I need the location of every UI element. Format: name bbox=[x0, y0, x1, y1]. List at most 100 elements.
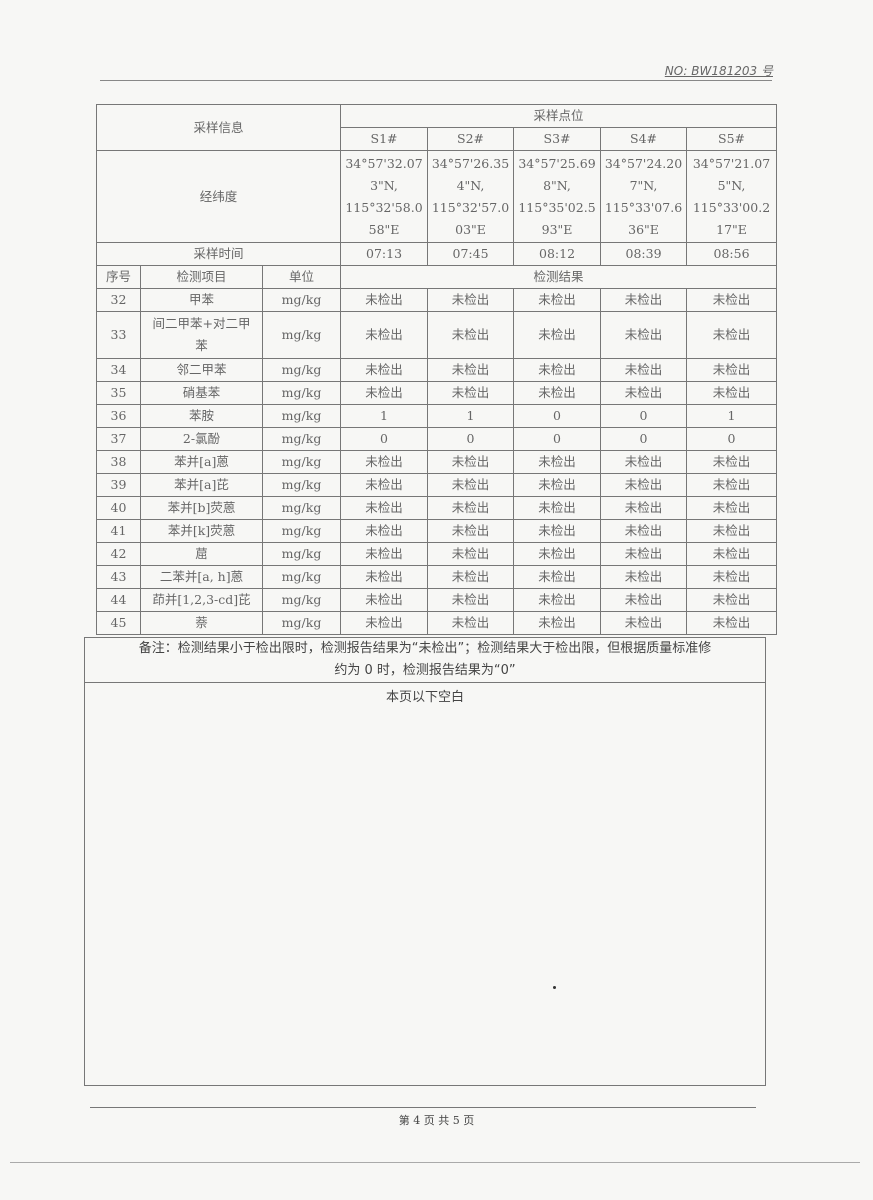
row-unit: mg/kg bbox=[261, 542, 342, 566]
table-row: 41 苯并[k]荧蒽 mg/kg 未检出 未检出 未检出 未检出 未检出 bbox=[96, 519, 778, 543]
row-item: 硝基苯 bbox=[140, 381, 263, 405]
row-no: 35 bbox=[96, 381, 141, 405]
row-result: 未检出 bbox=[340, 565, 429, 589]
row-no: 39 bbox=[96, 473, 141, 497]
coord-line: 115°32'58.0 bbox=[345, 199, 423, 215]
col-result: 检测结果 bbox=[340, 265, 778, 289]
row-result: 未检出 bbox=[600, 311, 688, 359]
row-result: 0 bbox=[600, 427, 688, 451]
row-result: 未检出 bbox=[513, 519, 602, 543]
row-unit: mg/kg bbox=[261, 358, 342, 382]
row-result: 未检出 bbox=[686, 288, 778, 312]
table-row: 39 苯并[a]芘 mg/kg 未检出 未检出 未检出 未检出 未检出 bbox=[96, 473, 778, 497]
row-result: 未检出 bbox=[427, 565, 515, 589]
table-row: 37 2-氯酚 mg/kg 0 0 0 0 0 bbox=[96, 427, 778, 451]
table-row: 42 䓛 mg/kg 未检出 未检出 未检出 未检出 未检出 bbox=[96, 542, 778, 566]
coord-line: 58"E bbox=[368, 221, 400, 237]
remarks-line-1: 备注：检测结果小于检出限时，检测报告结果为“未检出”；检测结果大于检出限，但根据… bbox=[138, 641, 712, 656]
row-result: 未检出 bbox=[340, 519, 429, 543]
table-row: 36 苯胺 mg/kg 1 1 0 0 1 bbox=[96, 404, 778, 428]
point-id: S2# bbox=[427, 127, 515, 151]
sampling-points-label: 采样点位 bbox=[340, 104, 778, 128]
row-no: 37 bbox=[96, 427, 141, 451]
row-result: 未检出 bbox=[686, 358, 778, 382]
sampling-time: 08:12 bbox=[513, 242, 602, 266]
sampling-time: 08:56 bbox=[686, 242, 778, 266]
header-row-points: 采样信息 采样点位 bbox=[95, 104, 778, 151]
sampling-info-label: 采样信息 bbox=[95, 104, 342, 151]
coord-line: 115°35'02.5 bbox=[518, 199, 596, 215]
row-result: 未检出 bbox=[600, 288, 688, 312]
row-result: 未检出 bbox=[600, 358, 688, 382]
row-result: 0 bbox=[513, 404, 602, 428]
row-no: 40 bbox=[96, 496, 141, 520]
row-result: 未检出 bbox=[600, 450, 688, 474]
coord-line: 4"N, bbox=[456, 177, 485, 193]
row-item: 二苯并[a, h]蒽 bbox=[140, 565, 263, 589]
row-result: 未检出 bbox=[427, 611, 515, 635]
header-row-point-ids: S1# S2# S3# S4# S5# bbox=[97, 127, 778, 151]
row-result: 未检出 bbox=[340, 588, 429, 612]
row-no: 43 bbox=[96, 565, 141, 589]
row-result: 0 bbox=[427, 427, 515, 451]
table-row: 43 二苯并[a, h]蒽 mg/kg 未检出 未检出 未检出 未检出 未检出 bbox=[96, 565, 778, 589]
coord-line: 17"E bbox=[716, 221, 747, 237]
row-result: 0 bbox=[340, 427, 429, 451]
row-item: 间二甲苯+对二甲苯 bbox=[140, 311, 263, 359]
row-item: 邻二甲苯 bbox=[140, 358, 263, 382]
page-number: 第 4 页 共 5 页 bbox=[398, 1114, 475, 1127]
row-item: 苯并[a]芘 bbox=[140, 473, 263, 497]
col-no: 序号 bbox=[96, 265, 141, 289]
row-result: 未检出 bbox=[686, 519, 778, 543]
row-result: 未检出 bbox=[427, 358, 515, 382]
sampling-time: 07:45 bbox=[427, 242, 515, 266]
table-row: 35 硝基苯 mg/kg 未检出 未检出 未检出 未检出 未检出 bbox=[96, 381, 778, 405]
table-row: 33 间二甲苯+对二甲苯 mg/kg 未检出 未检出 未检出 未检出 未检出 bbox=[96, 311, 778, 359]
row-unit: mg/kg bbox=[261, 381, 342, 405]
row-unit: mg/kg bbox=[261, 288, 342, 312]
row-no: 33 bbox=[96, 311, 141, 359]
scan-speck bbox=[553, 986, 556, 989]
table-row: 34 邻二甲苯 mg/kg 未检出 未检出 未检出 未检出 未检出 bbox=[96, 358, 778, 382]
row-result: 未检出 bbox=[427, 288, 515, 312]
row-result: 未检出 bbox=[340, 611, 429, 635]
row-unit: mg/kg bbox=[261, 588, 342, 612]
row-no: 44 bbox=[96, 588, 141, 612]
row-result: 未检出 bbox=[600, 542, 688, 566]
row-result: 未检出 bbox=[686, 473, 778, 497]
row-result: 未检出 bbox=[340, 542, 429, 566]
row-result: 未检出 bbox=[427, 542, 515, 566]
results-table: 采样信息 采样点位 S1# S2# S3# S4# S5# 经纬度 34°57'32.07 3"N… bbox=[95, 104, 778, 635]
table-row: 38 苯并[a]蒽 mg/kg 未检出 未检出 未检出 未检出 未检出 bbox=[96, 450, 778, 474]
row-result: 未检出 bbox=[427, 496, 515, 520]
row-result: 未检出 bbox=[600, 611, 688, 635]
row-result: 未检出 bbox=[513, 473, 602, 497]
point-coords: 34°57'21.07 5"N, 115°33'00.2 17"E bbox=[686, 150, 778, 243]
row-result: 未检出 bbox=[600, 381, 688, 405]
row-no: 42 bbox=[96, 542, 141, 566]
row-item: 萘 bbox=[140, 611, 263, 635]
column-header-row: 序号 检测项目 单位 检测结果 bbox=[96, 265, 778, 289]
report-number: NO: BW181203 号 bbox=[664, 64, 773, 78]
point-id: S1# bbox=[340, 127, 429, 151]
point-coords: 34°57'25.69 8"N, 115°35'02.5 93"E bbox=[513, 150, 602, 243]
table-row: 40 苯并[b]荧蒽 mg/kg 未检出 未检出 未检出 未检出 未检出 bbox=[96, 496, 778, 520]
coord-line: 115°33'00.2 bbox=[692, 199, 771, 215]
row-result: 未检出 bbox=[513, 588, 602, 612]
row-result: 未检出 bbox=[340, 288, 429, 312]
row-result: 1 bbox=[686, 404, 778, 428]
row-result: 未检出 bbox=[340, 311, 429, 359]
row-unit: mg/kg bbox=[261, 611, 342, 635]
footer-rule bbox=[90, 1107, 756, 1108]
row-no: 38 bbox=[96, 450, 141, 474]
row-result: 未检出 bbox=[686, 542, 778, 566]
col-item: 检测项目 bbox=[140, 265, 263, 289]
row-unit: mg/kg bbox=[261, 565, 342, 589]
coord-line: 03"E bbox=[455, 221, 486, 237]
row-result: 未检出 bbox=[340, 450, 429, 474]
row-result: 未检出 bbox=[340, 473, 429, 497]
table-row: 32 甲苯 mg/kg 未检出 未检出 未检出 未检出 未检出 bbox=[96, 288, 778, 312]
row-result: 未检出 bbox=[427, 311, 515, 359]
coord-line: 7"N, bbox=[629, 177, 658, 193]
row-result: 未检出 bbox=[686, 381, 778, 405]
